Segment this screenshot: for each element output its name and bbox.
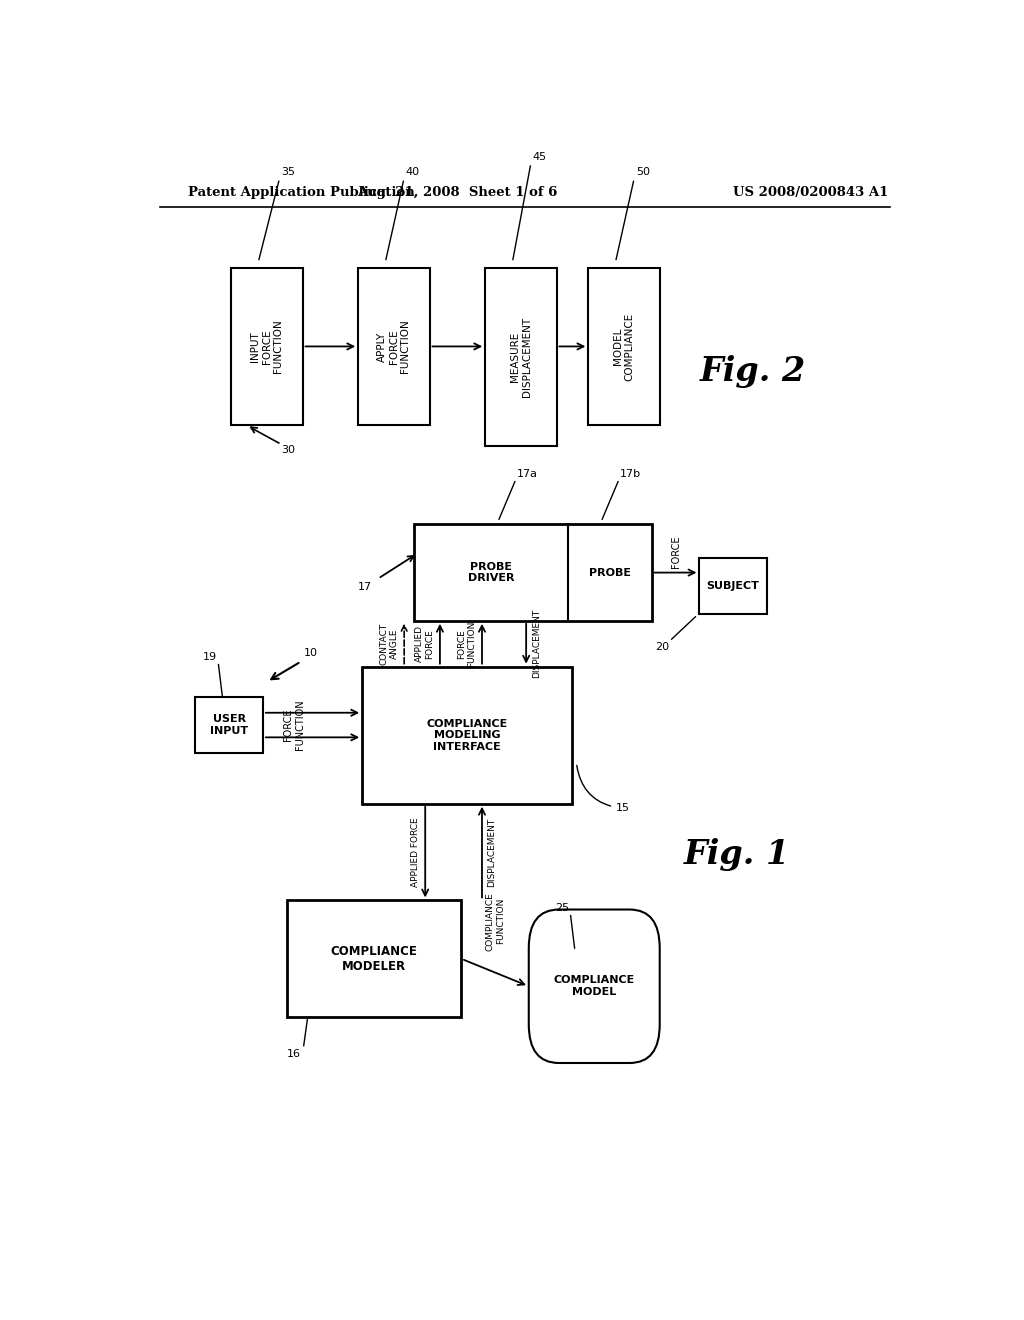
Text: APPLIED FORCE: APPLIED FORCE	[411, 817, 420, 887]
FancyBboxPatch shape	[588, 268, 659, 425]
FancyBboxPatch shape	[231, 268, 303, 425]
Text: US 2008/0200843 A1: US 2008/0200843 A1	[733, 186, 888, 199]
Text: Patent Application Publication: Patent Application Publication	[187, 186, 415, 199]
Text: CONTACT
ANGLE: CONTACT ANGLE	[379, 623, 398, 665]
Text: 50: 50	[636, 168, 650, 177]
Text: Fig. 1: Fig. 1	[684, 838, 790, 871]
FancyBboxPatch shape	[362, 667, 572, 804]
Text: Fig. 2: Fig. 2	[699, 355, 806, 388]
Text: 45: 45	[532, 152, 547, 162]
Text: COMPLIANCE
FUNCTION: COMPLIANCE FUNCTION	[485, 892, 505, 950]
FancyBboxPatch shape	[287, 900, 462, 1018]
Text: Aug. 21, 2008  Sheet 1 of 6: Aug. 21, 2008 Sheet 1 of 6	[357, 186, 557, 199]
Text: 17: 17	[358, 582, 373, 591]
Text: 25: 25	[555, 903, 569, 912]
Text: INPUT
FORCE
FUNCTION: INPUT FORCE FUNCTION	[250, 319, 284, 374]
Text: 40: 40	[406, 168, 420, 177]
Text: APPLIED
FORCE: APPLIED FORCE	[415, 626, 434, 663]
FancyBboxPatch shape	[196, 697, 263, 752]
Text: 35: 35	[282, 168, 295, 177]
Text: 30: 30	[282, 445, 295, 455]
Text: 20: 20	[655, 643, 670, 652]
Text: 17b: 17b	[620, 469, 641, 479]
Text: MODEL
COMPLIANCE: MODEL COMPLIANCE	[613, 313, 635, 380]
Text: MEASURE
DISPLACEMENT: MEASURE DISPLACEMENT	[510, 317, 531, 397]
Text: PROBE
DRIVER: PROBE DRIVER	[468, 562, 514, 583]
FancyBboxPatch shape	[528, 909, 659, 1063]
Text: 19: 19	[203, 652, 217, 661]
Text: DISPLACEMENT: DISPLACEMENT	[531, 609, 541, 678]
Text: COMPLIANCE
MODELING
INTERFACE: COMPLIANCE MODELING INTERFACE	[427, 718, 508, 752]
Text: COMPLIANCE
MODELER: COMPLIANCE MODELER	[331, 945, 418, 973]
Text: FORCE
FUNCTION: FORCE FUNCTION	[457, 620, 476, 667]
Text: USER
INPUT: USER INPUT	[210, 714, 248, 735]
Text: 10: 10	[304, 648, 318, 659]
Text: 16: 16	[288, 1049, 301, 1059]
FancyBboxPatch shape	[358, 268, 430, 425]
Text: DISPLACEMENT: DISPLACEMENT	[487, 817, 497, 887]
Text: FORCE
FUNCTION: FORCE FUNCTION	[283, 700, 304, 750]
Text: SUBJECT: SUBJECT	[707, 581, 760, 591]
FancyBboxPatch shape	[414, 524, 651, 620]
Text: PROBE: PROBE	[589, 568, 631, 578]
Text: 15: 15	[577, 766, 630, 813]
FancyBboxPatch shape	[699, 558, 767, 614]
Text: APPLY
FORCE
FUNCTION: APPLY FORCE FUNCTION	[377, 319, 411, 374]
Text: COMPLIANCE
MODEL: COMPLIANCE MODEL	[554, 975, 635, 997]
FancyBboxPatch shape	[485, 268, 557, 446]
Text: 17a: 17a	[516, 469, 538, 479]
Text: FORCE: FORCE	[671, 535, 681, 568]
